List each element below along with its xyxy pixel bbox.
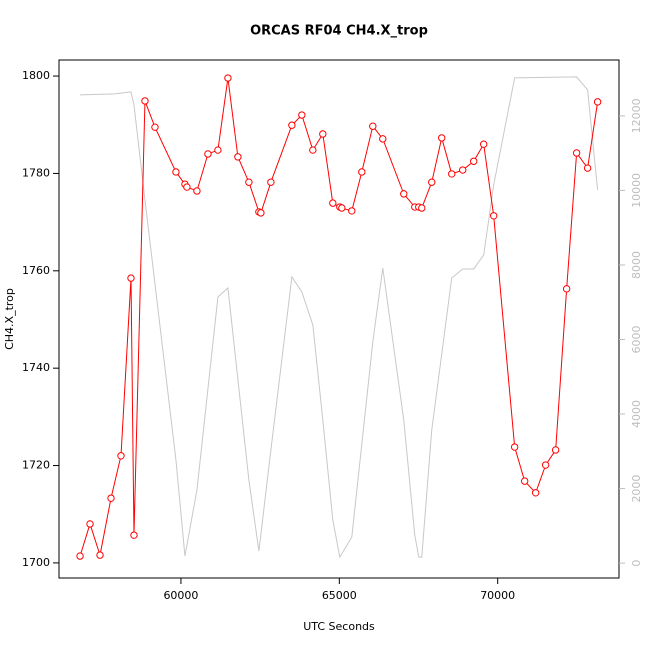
y2-tick-label: 6000 <box>630 325 643 353</box>
y2-tick-label: 12000 <box>630 98 643 133</box>
data-point <box>309 146 317 154</box>
data-point <box>400 190 408 198</box>
y-tick-label: 1760 <box>22 264 50 277</box>
data-point <box>96 551 104 559</box>
data-point <box>193 187 201 195</box>
data-point <box>338 204 346 212</box>
data-point <box>298 111 306 119</box>
data-point <box>224 74 232 82</box>
data-point <box>183 183 191 191</box>
data-point <box>583 164 592 172</box>
x-tick-label: 60000 <box>163 589 198 602</box>
data-point <box>489 212 498 220</box>
y2-tick-label: 8000 <box>630 251 643 279</box>
data-point <box>86 520 94 528</box>
data-point <box>288 121 296 129</box>
data-point <box>459 166 467 174</box>
data-point <box>245 178 253 186</box>
data-point <box>541 461 550 469</box>
data-point <box>107 494 115 502</box>
data-point <box>329 199 337 207</box>
data-point <box>551 446 560 454</box>
y2-tick-label: 4000 <box>630 400 643 428</box>
data-point <box>531 489 540 497</box>
data-point <box>76 552 84 560</box>
data-point <box>117 452 125 460</box>
data-point <box>418 204 426 212</box>
y-axis-label: CH4.X_trop <box>3 288 16 350</box>
data-point <box>257 209 265 217</box>
y2-tick-label: 10000 <box>630 173 643 208</box>
x-tick-label: 65000 <box>322 589 357 602</box>
y-tick-label: 1800 <box>22 69 50 82</box>
data-point <box>572 149 581 157</box>
data-point <box>204 150 212 158</box>
data-point <box>369 122 377 130</box>
y2-tick-label: 0 <box>630 560 643 567</box>
data-point <box>470 157 478 165</box>
data-point <box>348 207 356 215</box>
y2-tick-label: 2000 <box>630 475 643 503</box>
chart-title: ORCAS RF04 CH4.X_trop <box>250 24 428 39</box>
data-point <box>141 97 149 105</box>
data-point <box>438 134 446 142</box>
data-point <box>234 153 242 161</box>
y-tick-label: 1720 <box>22 459 50 472</box>
data-point <box>214 146 222 154</box>
data-point <box>172 168 180 176</box>
series-line <box>79 77 599 557</box>
data-point <box>319 130 327 138</box>
y-tick-label: 1740 <box>22 361 50 374</box>
data-point <box>151 123 159 131</box>
data-point <box>358 168 366 176</box>
x-axis-label: UTC Seconds <box>303 620 375 633</box>
data-point <box>510 443 519 451</box>
data-point <box>479 140 488 148</box>
data-point <box>520 477 529 485</box>
data-point <box>448 170 456 178</box>
data-point <box>562 285 571 293</box>
data-point <box>127 274 135 282</box>
series-line <box>80 76 599 559</box>
x-tick-label: 70000 <box>480 589 515 602</box>
data-point <box>593 98 602 106</box>
data-point <box>267 178 275 186</box>
data-point <box>428 178 436 186</box>
data-point <box>130 531 138 539</box>
y-tick-label: 1780 <box>22 166 50 179</box>
data-point <box>379 135 387 143</box>
y-tick-label: 1700 <box>22 556 50 569</box>
